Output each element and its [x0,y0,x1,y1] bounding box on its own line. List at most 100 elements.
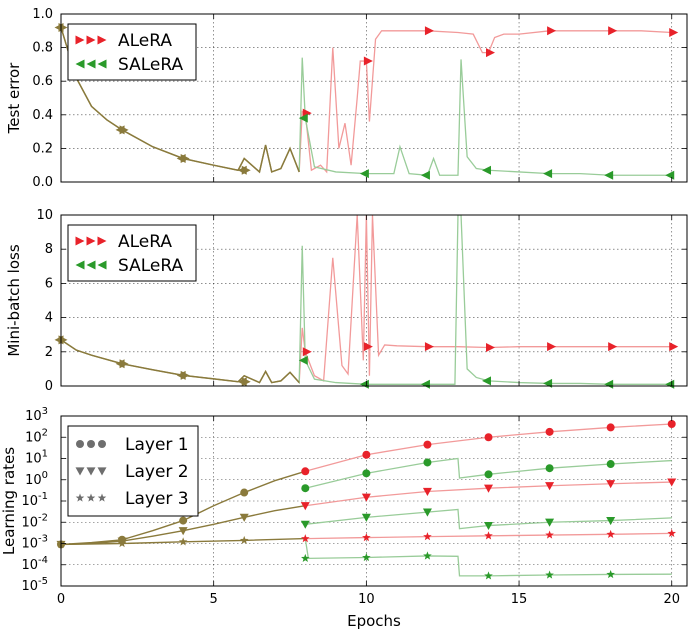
plot-frame [60,214,688,387]
minibatch-loss-panel: 0 2 4 6 8 10 Mini-batch loss ALeRA SALeRA [5,208,688,394]
data-point [237,377,247,387]
data-point [484,470,493,479]
y-tick-label: 8 [45,242,53,257]
y-tick-label: 4 [45,311,53,326]
y-tick-label: 0.6 [32,74,53,89]
data-point [482,376,492,386]
legend-marker [97,236,107,246]
data-point [298,113,308,123]
data-point [604,170,614,180]
series-line [305,508,672,530]
legend-marker [86,35,96,45]
data-point [239,513,249,522]
data-point [240,488,249,497]
data-point [486,343,496,353]
data-point [484,484,494,493]
data-point [484,531,493,540]
data-point [424,342,434,352]
data-point [363,56,373,66]
legend: ALeRA SALeRA [67,224,197,282]
y-tick-label: 10-5 [21,576,48,594]
legend-label: Layer 3 [125,489,189,509]
data-point [361,493,371,502]
legend-marker [75,260,85,270]
data-point [665,379,675,389]
x-tick-label: 5 [210,592,218,607]
data-point [606,480,616,489]
y-tick-base: 10 [21,515,38,530]
legend-marker [75,35,85,45]
data-point [362,469,371,478]
x-axis-label: Epochs [347,612,401,630]
y-tick-label: 101 [25,449,48,467]
series-line [304,538,672,577]
legend: Layer 1 Layer 2 Layer 3 [67,425,199,517]
data-point [545,464,554,473]
y-tick-exponent: -2 [38,512,48,523]
legend-label: SALeRA [118,256,183,276]
x-tick-label: 10 [358,592,375,607]
data-point [606,460,615,469]
data-point [301,484,310,493]
data-point [665,170,675,180]
data-point [362,533,371,542]
data-point [667,528,677,537]
data-point [117,539,127,548]
y-tick-exponent: 0 [42,470,48,481]
data-point [115,125,125,135]
data-point [423,551,432,560]
data-point [423,532,432,541]
y-tick-exponent: -4 [38,555,48,566]
data-point [606,516,616,526]
data-point [422,508,432,517]
legend-marker [97,260,107,270]
legend-box [67,23,197,81]
data-point [484,433,493,442]
data-point [484,571,493,580]
data-point [545,530,554,539]
data-point [301,553,310,562]
data-point [361,513,371,522]
data-point [239,535,249,545]
legend-label: ALeRA [118,232,172,252]
legend-marker [75,236,85,246]
data-point [420,170,430,180]
legend-marker [86,493,96,502]
data-point [545,427,554,436]
y-tick-label: 102 [25,427,48,445]
legend-box [67,224,197,282]
data-point [547,26,557,36]
data-point [424,26,434,36]
data-point [669,27,679,37]
data-point [300,520,310,529]
test-error-panel: 0.0 0.2 0.4 0.6 0.8 1.0 Test error ALeRA SALeRA [5,7,688,190]
y-tick-exponent: -3 [38,534,48,545]
data-point [178,537,188,546]
y-tick-exponent: 1 [42,449,48,460]
y-axis-label: Learning rates [0,447,18,555]
data-point [302,347,312,357]
data-point [178,527,188,536]
legend-marker [97,59,107,69]
y-tick-base: 10 [21,579,38,594]
legend-marker [86,236,96,246]
data-point [300,502,310,511]
y-tick-base: 10 [25,430,42,445]
data-point [669,342,679,352]
data-point [237,165,247,175]
data-point [608,26,618,36]
y-tick-label: 2 [45,345,53,360]
legend-marker [97,467,107,476]
data-point [545,482,555,491]
y-tick-label: 0.4 [32,108,53,123]
data-point [606,529,615,538]
x-tick-label: 15 [511,592,528,607]
series-line [305,457,672,489]
legend-marker [98,440,106,448]
data-point [423,458,432,467]
data-point [484,521,494,531]
y-tick-label: 10-1 [21,491,48,509]
data-point [362,552,371,562]
